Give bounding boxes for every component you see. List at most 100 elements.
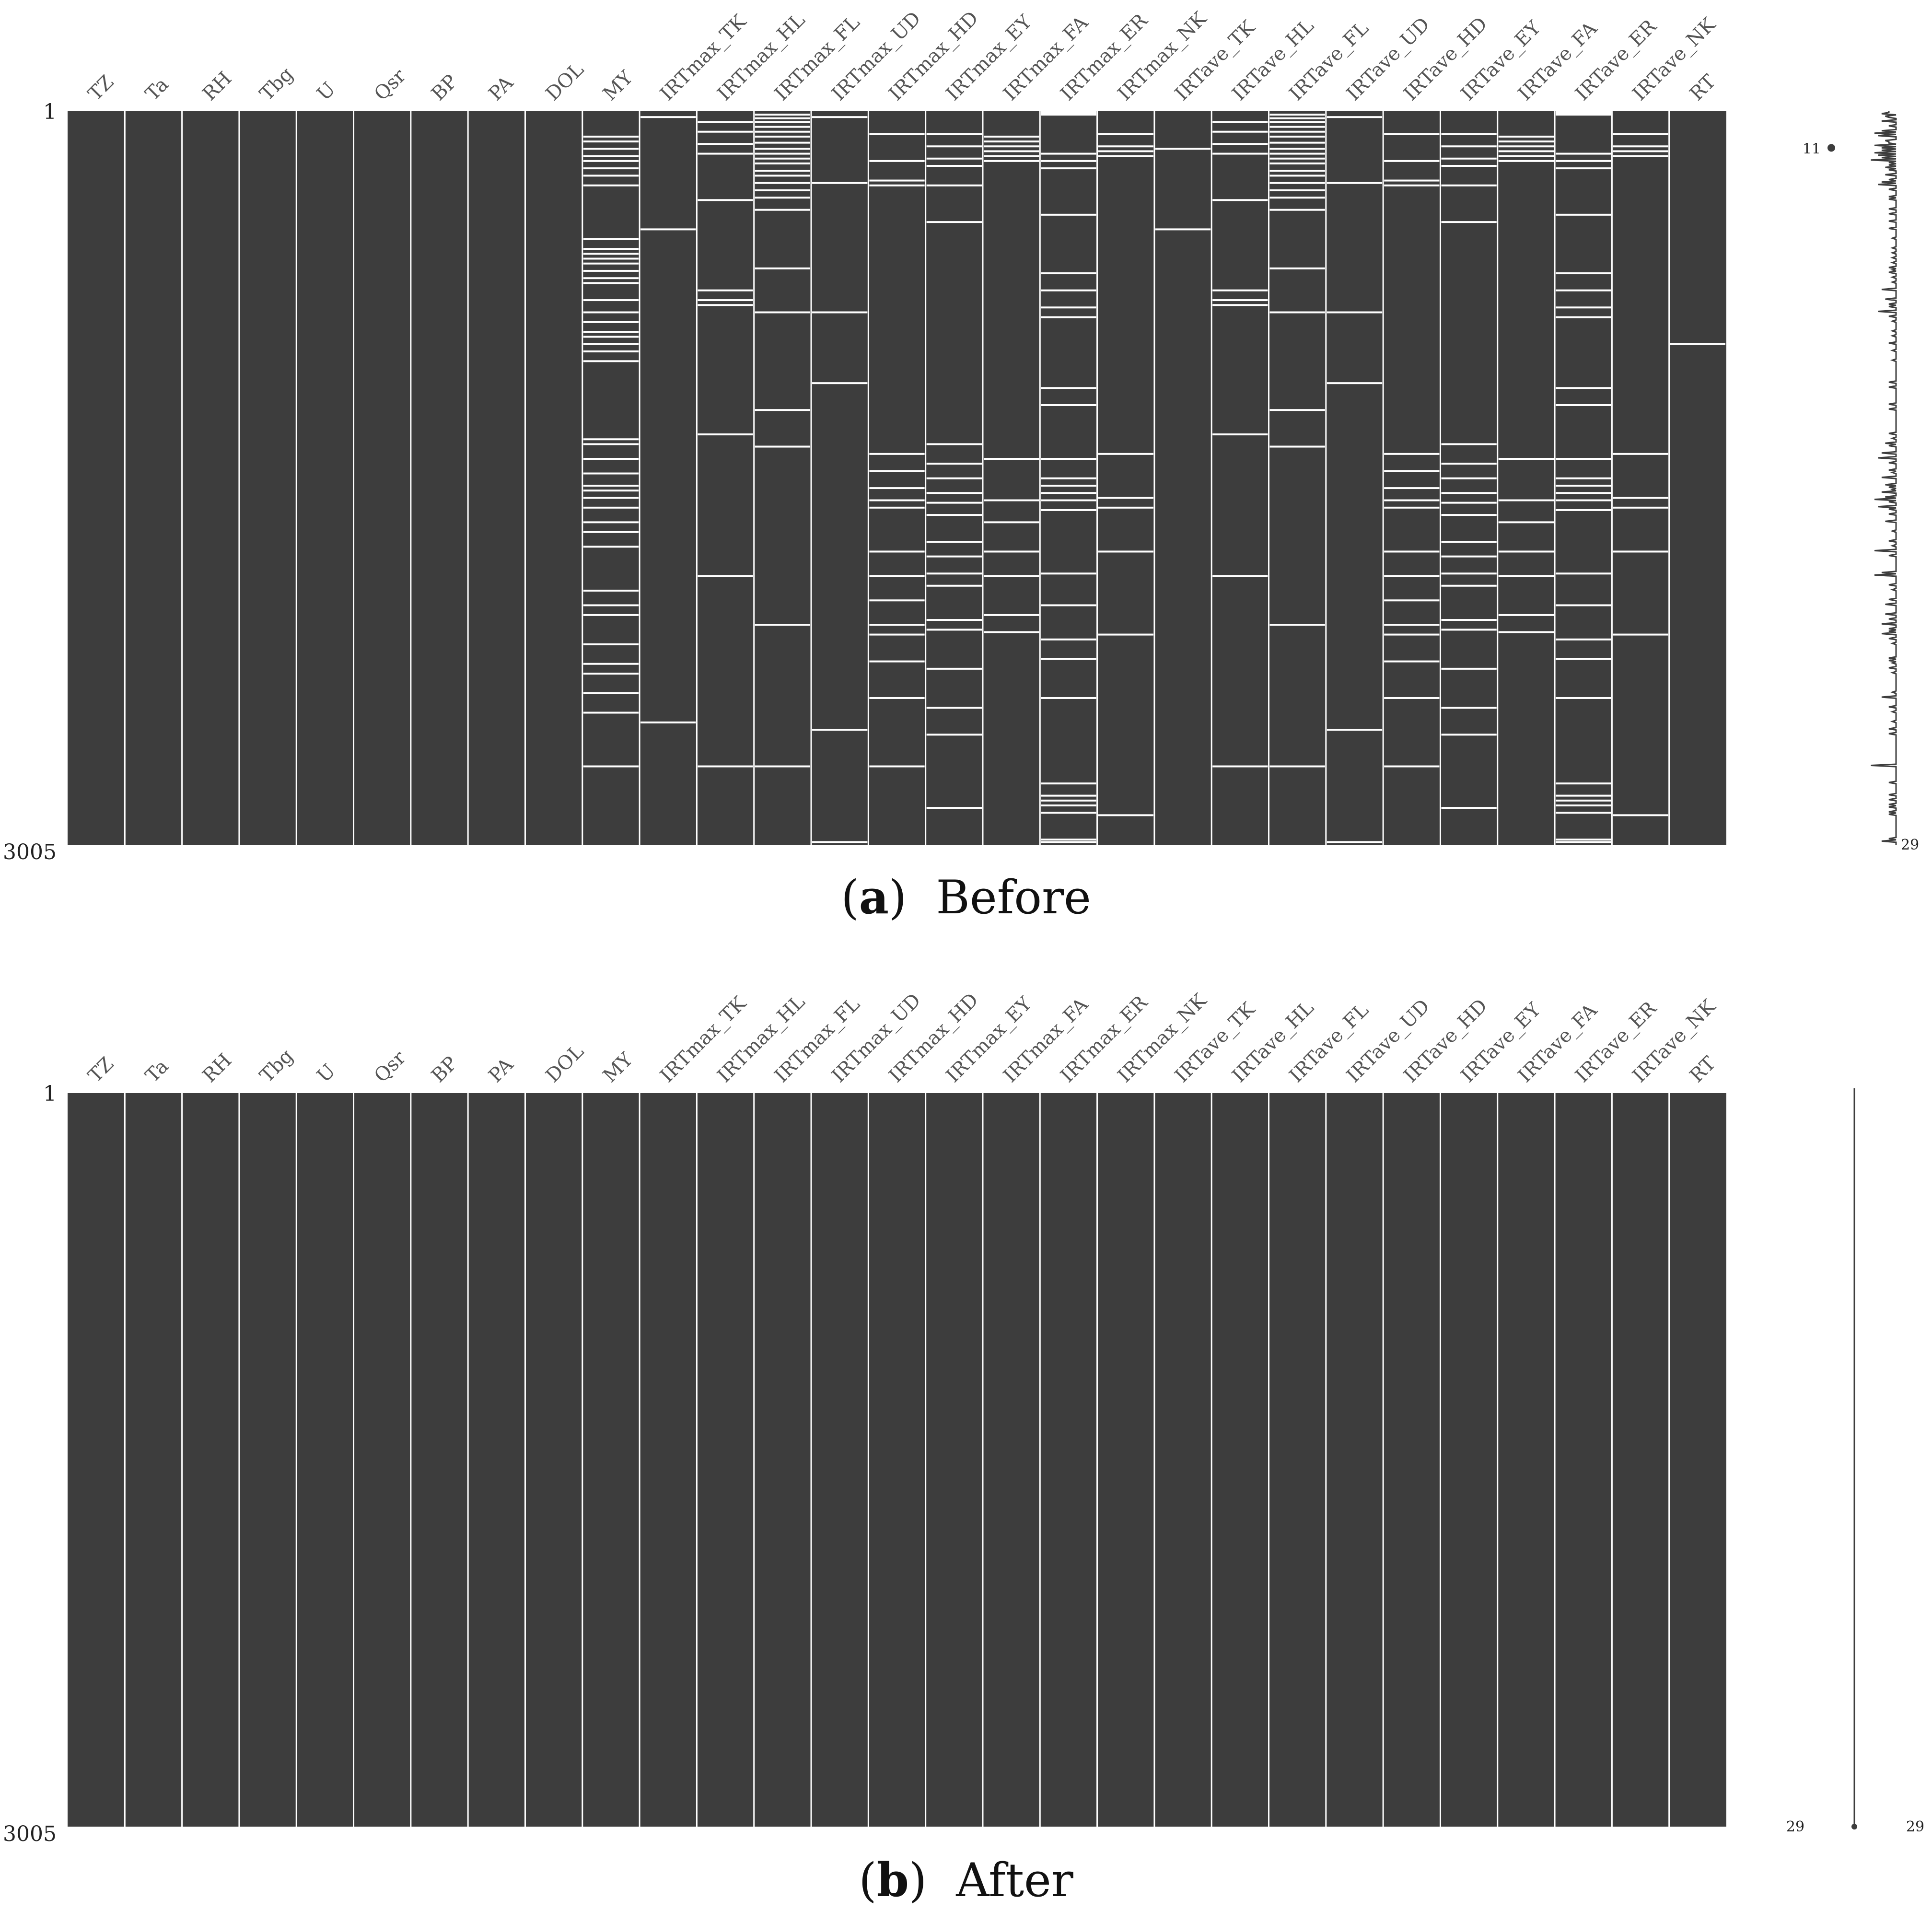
- missing-cell: [1441, 443, 1497, 445]
- missing-cell: [1441, 541, 1497, 543]
- missing-cell: [926, 157, 982, 160]
- missing-cell: [583, 238, 639, 240]
- missing-cell: [1556, 782, 1611, 785]
- missing-cell: [1269, 148, 1325, 150]
- missing-cell: [1498, 575, 1554, 577]
- missing-cell: [869, 487, 925, 489]
- missing-cell: [1556, 841, 1611, 843]
- column-rh: [182, 111, 239, 845]
- missing-cell: [812, 116, 868, 118]
- missing-cell: [1613, 497, 1668, 499]
- missing-cell: [1556, 794, 1611, 797]
- missing-cell: [1556, 152, 1611, 155]
- column-label-rt: RT: [1686, 70, 1720, 105]
- missing-cell: [583, 257, 639, 260]
- sparkline-min-marker: [1827, 144, 1835, 152]
- missing-cell: [583, 489, 639, 492]
- missing-cell: [1269, 130, 1325, 133]
- missing-cell: [1384, 133, 1440, 135]
- missing-cell: [1556, 213, 1611, 216]
- column-irtmax-hd: [868, 111, 926, 845]
- column-label-tz: TZ: [84, 1053, 118, 1087]
- column-dol: [525, 111, 582, 845]
- column-label-qsr: Qsr: [370, 1047, 410, 1087]
- column-label-rt: RT: [1686, 1052, 1720, 1087]
- column-irtmax-ud: [811, 1093, 869, 1827]
- missing-cell: [1441, 184, 1497, 186]
- missing-cell: [1041, 485, 1096, 487]
- missing-cell: [1041, 289, 1096, 291]
- missing-cell: [1041, 213, 1096, 216]
- missing-cell: [583, 184, 639, 186]
- missing-cell: [755, 267, 811, 269]
- missing-cell: [583, 155, 639, 157]
- column-ta: [125, 111, 182, 845]
- missing-cell: [1041, 272, 1096, 275]
- missing-cell: [1041, 306, 1096, 309]
- missing-cell: [869, 133, 925, 135]
- missing-cell: [1269, 117, 1325, 119]
- missing-cell: [583, 311, 639, 314]
- column-label-my: MY: [599, 1048, 638, 1087]
- row-label-first: 1: [43, 100, 57, 124]
- missing-cell: [1613, 633, 1668, 636]
- column-irtave-er: [1555, 1093, 1612, 1827]
- missing-cell: [583, 546, 639, 548]
- missing-cell: [1041, 404, 1096, 406]
- missing-cell: [1556, 404, 1611, 406]
- matrix-panel-a: TZ Ta RH Tbg U Qsr BP PA DOL MY IRTmax_TKIRTmax_HL…: [3, 7, 1919, 924]
- missing-cell: [698, 121, 753, 123]
- column-tbg: [239, 1093, 297, 1827]
- missing-cell: [1098, 633, 1153, 636]
- missing-cell: [583, 765, 639, 768]
- missing-cell: [1384, 506, 1440, 509]
- missing-cell: [1556, 167, 1611, 170]
- missing-cell: [1212, 130, 1268, 133]
- missing-cell: [583, 148, 639, 150]
- missing-cell: [1556, 499, 1611, 501]
- missing-cell: [698, 289, 753, 291]
- missing-cell: [983, 575, 1039, 577]
- missing-cell: [583, 458, 639, 460]
- missing-cell: [1498, 140, 1554, 143]
- column-pa: [468, 1093, 525, 1827]
- missing-cell: [583, 497, 639, 499]
- column-irtave-fa: [1497, 1093, 1555, 1827]
- missing-cell: [583, 277, 639, 280]
- missing-cell: [1556, 112, 1611, 115]
- missing-cell: [1556, 509, 1611, 511]
- missing-cell: [583, 506, 639, 509]
- missing-cell: [1041, 387, 1096, 389]
- missing-cell: [1327, 182, 1383, 184]
- missing-cell: [1441, 157, 1497, 160]
- column-my: [582, 111, 640, 845]
- panel-caption-a: (a) Before: [841, 870, 1091, 924]
- missing-cell: [755, 135, 811, 138]
- missing-cell: [755, 117, 811, 119]
- column-irtmax-ud: [811, 111, 869, 845]
- missing-cell: [1212, 433, 1268, 436]
- missing-cell: [1212, 121, 1268, 123]
- missing-cell: [583, 711, 639, 714]
- row-label-last: 3005: [3, 1822, 57, 1846]
- missing-cell: [755, 765, 811, 768]
- missing-cell: [640, 721, 696, 723]
- missing-cell: [1041, 167, 1096, 170]
- missing-cell: [1384, 550, 1440, 553]
- column-irtave-ud: [1326, 111, 1384, 845]
- missing-cell: [983, 499, 1039, 501]
- missing-cell: [1613, 150, 1668, 152]
- missing-cell: [1441, 619, 1497, 621]
- caption-letter: a: [859, 870, 889, 924]
- missing-cell: [1613, 814, 1668, 816]
- column-my: [582, 1093, 640, 1827]
- missing-cell: [869, 470, 925, 472]
- missing-cell: [583, 269, 639, 272]
- missing-cell: [755, 152, 811, 155]
- missing-cell: [583, 443, 639, 445]
- missing-cell: [1041, 114, 1096, 116]
- column-u: [296, 1093, 354, 1827]
- missing-cell: [583, 331, 639, 333]
- missing-cell: [1327, 841, 1383, 843]
